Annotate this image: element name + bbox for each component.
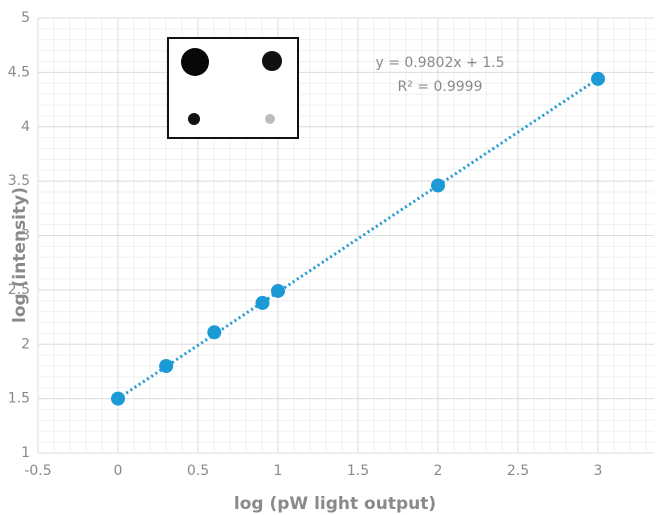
y-tick-label: 1.5 — [8, 391, 30, 407]
x-tick-label: 0 — [114, 463, 123, 479]
trendline-r-squared: R² = 0.9999 — [398, 79, 483, 95]
y-tick-label: 5 — [21, 10, 30, 26]
data-point — [255, 295, 270, 310]
data-point — [591, 71, 605, 86]
y-axis-title: log (intensity) — [10, 187, 30, 323]
x-tick-label: 2 — [434, 463, 443, 479]
x-tick-label: 1 — [274, 463, 283, 479]
y-tick-label: 1 — [21, 445, 30, 461]
y-tick-label: 4.5 — [8, 64, 30, 80]
trendline-equation: y = 0.9802x + 1.5 — [375, 55, 504, 71]
y-tick-label: 2 — [21, 336, 30, 352]
x-tick-label: 2.5 — [507, 463, 529, 479]
trendline — [117, 77, 599, 400]
blot-spot — [181, 48, 209, 76]
x-tick-label: 1.5 — [347, 463, 369, 479]
blot-spot — [265, 114, 275, 124]
x-tick-label: 0.5 — [187, 463, 209, 479]
inset-blot-image — [167, 37, 299, 139]
y-tick-label: 2.5 — [8, 282, 30, 298]
data-point — [431, 178, 445, 193]
data-point — [159, 359, 174, 373]
y-tick-label: 3 — [21, 228, 30, 244]
x-tick-label: -0.5 — [24, 463, 51, 479]
x-axis-title: log (pW light output) — [234, 494, 436, 514]
blot-spot — [262, 51, 282, 71]
grid — [37, 17, 654, 454]
data-point — [207, 325, 222, 340]
data-point — [271, 283, 285, 298]
y-tick-label: 3.5 — [8, 173, 30, 189]
blot-spot — [188, 113, 200, 125]
data-point — [111, 391, 125, 406]
y-tick-label: 4 — [21, 119, 30, 135]
x-tick-label: 3 — [594, 463, 603, 479]
